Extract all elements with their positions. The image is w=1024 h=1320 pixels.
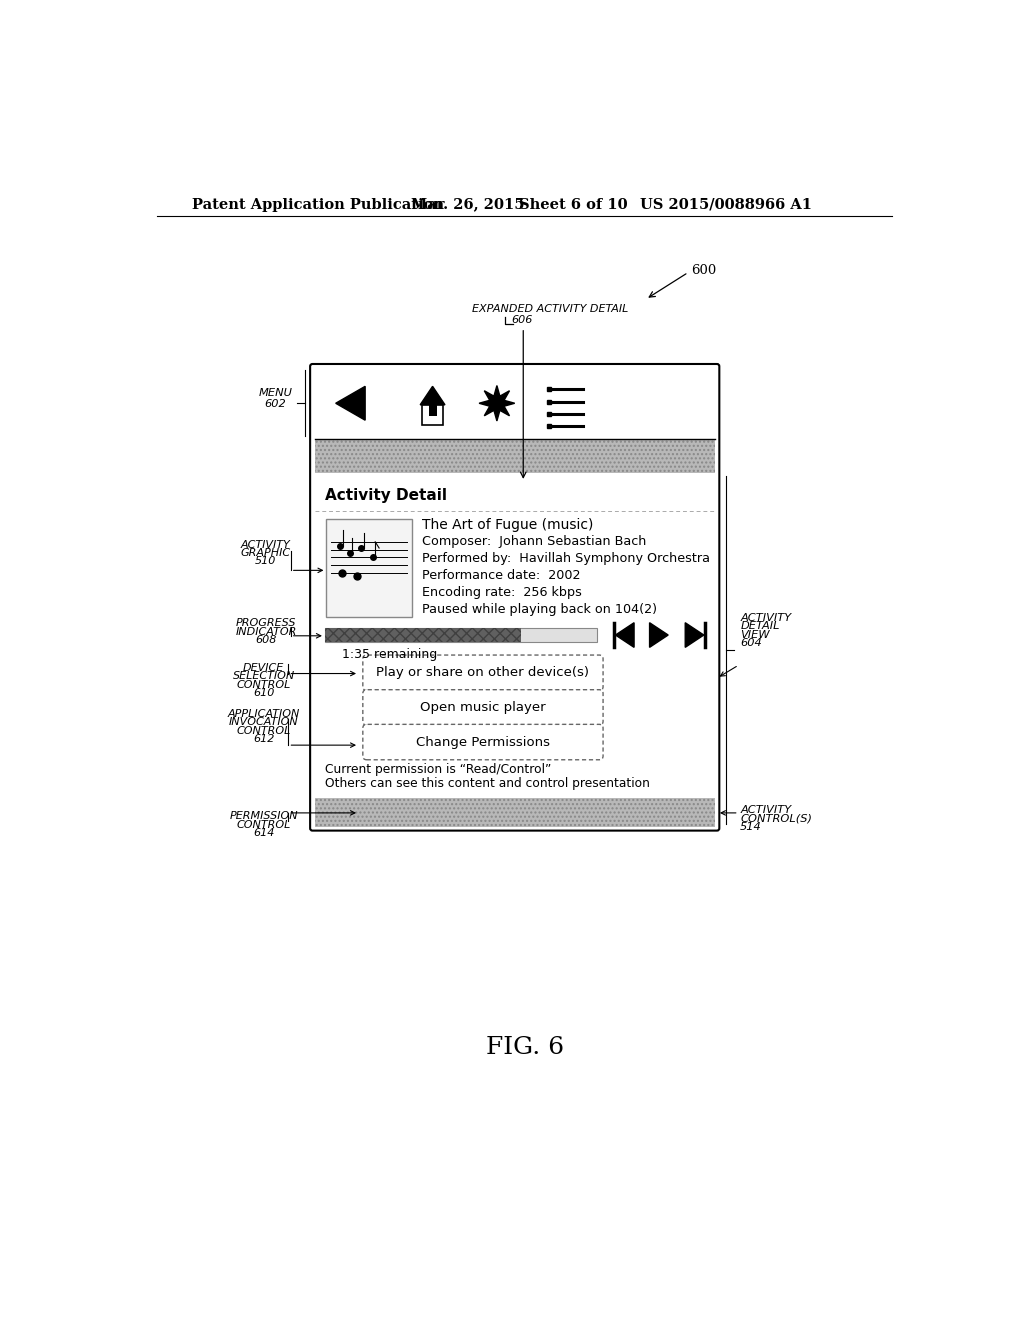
Text: Patent Application Publication: Patent Application Publication — [191, 198, 443, 211]
Polygon shape — [615, 623, 634, 647]
Bar — [325, 628, 521, 642]
Text: 600: 600 — [690, 264, 716, 277]
Text: DEVICE: DEVICE — [243, 663, 285, 673]
Text: INDICATOR: INDICATOR — [236, 627, 297, 636]
Text: 614: 614 — [253, 829, 274, 838]
FancyBboxPatch shape — [362, 689, 603, 725]
Text: 602: 602 — [264, 399, 286, 409]
Bar — [429, 405, 437, 416]
Bar — [327, 519, 412, 618]
Bar — [314, 797, 715, 826]
Text: APPLICATION: APPLICATION — [227, 709, 300, 719]
Text: 604: 604 — [740, 638, 762, 648]
Bar — [314, 368, 715, 440]
Bar — [314, 440, 715, 473]
Text: ACTIVITY: ACTIVITY — [740, 805, 792, 816]
Bar — [422, 405, 443, 425]
Text: 606: 606 — [512, 315, 534, 325]
Text: INVOCATION: INVOCATION — [228, 718, 299, 727]
Text: PROGRESS: PROGRESS — [236, 618, 296, 628]
Text: ACTIVITY: ACTIVITY — [740, 612, 792, 623]
Text: PERMISSION: PERMISSION — [229, 812, 298, 821]
Text: Performed by:  Havillah Symphony Orchestra: Performed by: Havillah Symphony Orchestr… — [423, 552, 711, 565]
FancyBboxPatch shape — [310, 364, 719, 830]
Text: Mar. 26, 2015: Mar. 26, 2015 — [411, 198, 524, 211]
Polygon shape — [420, 387, 445, 405]
FancyBboxPatch shape — [362, 725, 603, 760]
Polygon shape — [649, 623, 669, 647]
Text: Composer:  Johann Sebastian Bach: Composer: Johann Sebastian Bach — [423, 536, 647, 548]
Text: Encoding rate:  256 kbps: Encoding rate: 256 kbps — [423, 586, 583, 599]
Text: DETAIL: DETAIL — [740, 622, 779, 631]
Bar — [325, 628, 521, 642]
FancyBboxPatch shape — [362, 655, 603, 690]
Bar — [325, 628, 597, 642]
Bar — [314, 475, 715, 826]
Text: Change Permissions: Change Permissions — [416, 735, 550, 748]
Text: Current permission is “Read/Control”: Current permission is “Read/Control” — [325, 763, 551, 776]
Text: MENU: MENU — [258, 388, 292, 399]
Text: 1:35 remaining: 1:35 remaining — [342, 648, 437, 661]
Text: 514: 514 — [740, 822, 762, 832]
Text: EXPANDED ACTIVITY DETAIL: EXPANDED ACTIVITY DETAIL — [472, 304, 629, 314]
Text: Paused while playing back on 104(2): Paused while playing back on 104(2) — [423, 603, 657, 616]
Text: 510: 510 — [255, 557, 276, 566]
Polygon shape — [479, 385, 515, 421]
Text: Sheet 6 of 10: Sheet 6 of 10 — [519, 198, 628, 211]
Text: 612: 612 — [253, 734, 274, 744]
Text: Play or share on other device(s): Play or share on other device(s) — [377, 667, 590, 680]
Text: VIEW: VIEW — [740, 630, 770, 640]
Text: Performance date:  2002: Performance date: 2002 — [423, 569, 581, 582]
Text: 610: 610 — [253, 688, 274, 698]
Text: The Art of Fugue (music): The Art of Fugue (music) — [423, 517, 594, 532]
Text: Others can see this content and control presentation: Others can see this content and control … — [325, 777, 649, 791]
Text: Open music player: Open music player — [420, 701, 546, 714]
Polygon shape — [336, 387, 366, 420]
Text: GRAPHIC: GRAPHIC — [241, 548, 291, 558]
Bar — [314, 797, 715, 826]
Polygon shape — [685, 623, 703, 647]
Text: US 2015/0088966 A1: US 2015/0088966 A1 — [640, 198, 811, 211]
Text: CONTROL: CONTROL — [237, 726, 291, 735]
Text: Activity Detail: Activity Detail — [325, 488, 446, 503]
Text: CONTROL: CONTROL — [237, 680, 291, 689]
Text: CONTROL(S): CONTROL(S) — [740, 813, 812, 824]
Text: CONTROL: CONTROL — [237, 820, 291, 830]
Text: SELECTION: SELECTION — [232, 671, 295, 681]
Bar — [314, 440, 715, 473]
Text: ACTIVITY: ACTIVITY — [241, 540, 291, 549]
Text: FIG. 6: FIG. 6 — [485, 1036, 564, 1059]
Text: 608: 608 — [255, 635, 276, 645]
